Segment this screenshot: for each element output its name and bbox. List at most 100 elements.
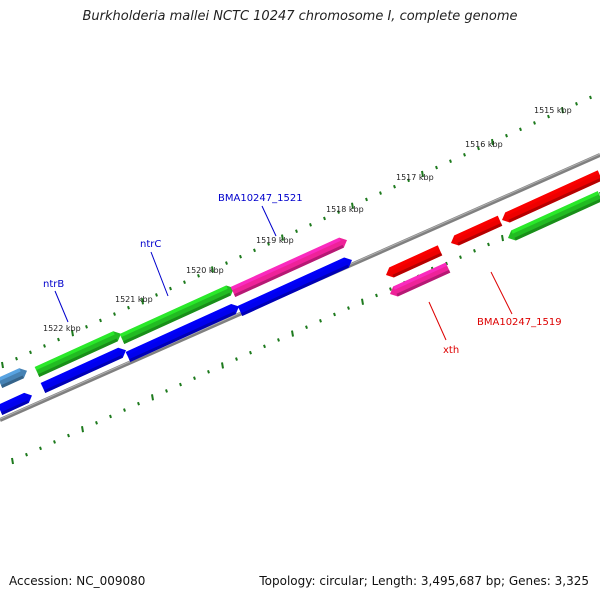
label-leaders: [54, 205, 513, 341]
feature-steelblue-body: [0, 368, 28, 389]
scale-label-1521: 1521 kbp: [115, 295, 153, 304]
feature-blue-left-shine: [0, 392, 26, 409]
feature-blue-3-shine: [237, 257, 346, 310]
feature-blue-3: [237, 257, 352, 317]
feature-blue-left-shade: [1, 400, 29, 416]
outer-tick: [309, 223, 312, 227]
gene-label-ntrb: ntrB: [43, 279, 64, 290]
feature-magenta-xth-shade: [396, 269, 451, 297]
outer-tick: [113, 312, 116, 316]
inner-tick: [445, 261, 448, 266]
feature-magenta-bma10247-1521: [230, 237, 348, 298]
feature-blue-left: [0, 392, 32, 416]
outer-tick: [407, 178, 410, 183]
scale-label-1516: 1516 kbp: [465, 140, 503, 149]
feature-green-ntrb-shade: [38, 338, 118, 378]
inner-tick: [319, 319, 322, 323]
outer-tick: [155, 293, 158, 297]
inner-tick: [501, 234, 504, 242]
genome-title: Burkholderia mallei NCTC 10247 chromosom…: [82, 9, 518, 24]
feature-magenta-bma10247-1521-shine: [230, 237, 341, 291]
feature-blue-2-shine: [125, 303, 233, 356]
inner-tick: [473, 248, 476, 253]
feature-magenta-bma10247-1521-shade: [234, 244, 344, 298]
feature-green-ntrc-shade: [123, 292, 231, 345]
outer-tick: [421, 170, 424, 178]
scale-label-1515: 1515 kbp: [534, 106, 572, 115]
gene-label-bma10247-1521: BMA10247_1521: [218, 193, 303, 204]
inner-tick: [207, 370, 210, 374]
feature-blue-3-shade: [241, 264, 349, 317]
inner-tick: [221, 362, 224, 369]
outer-tick: [57, 337, 60, 342]
outer-tick: [435, 165, 438, 170]
feature-blue-2-shade: [129, 311, 236, 363]
outer-scale-ticks: [1, 95, 592, 369]
feature-red-2: [451, 215, 503, 246]
outer-tick: [575, 102, 578, 106]
outer-tick: [547, 114, 550, 119]
gene-label-xth: xth: [443, 345, 459, 356]
feature-magenta-xth-shine: [393, 262, 448, 290]
leader-xth: [428, 301, 447, 341]
feature-red-bma10247-1519-shade: [508, 177, 600, 223]
outer-tick: [491, 138, 494, 146]
feature-blue-1-shine: [40, 347, 120, 387]
outer-tick: [211, 266, 214, 273]
inner-tick: [305, 325, 308, 330]
inner-tick: [39, 446, 42, 451]
inner-tick: [95, 420, 98, 425]
outer-tick: [365, 197, 368, 202]
outer-tick: [29, 350, 32, 355]
outer-tick: [183, 280, 186, 285]
feature-green-ntrb: [34, 331, 121, 378]
gene-label-ntrc: ntrC: [140, 239, 161, 250]
feature-green-ntrb-shine: [34, 331, 115, 371]
inner-tick: [361, 298, 364, 305]
feature-blue-1-shade: [44, 354, 123, 394]
feature-red-bma10247-1519: [502, 170, 600, 223]
inner-tick: [263, 344, 266, 349]
feature-red-1: [386, 245, 443, 278]
feature-green-ntrc-body: [119, 285, 234, 345]
feature-magenta-xth: [390, 262, 451, 297]
outer-tick: [393, 184, 396, 189]
outer-tick: [589, 95, 592, 100]
feature-green-ntrb-body: [34, 331, 121, 378]
outer-tick: [323, 216, 326, 221]
outer-tick: [337, 210, 340, 214]
feature-green-ntrc: [119, 285, 234, 345]
feature-steelblue-shade: [1, 375, 24, 389]
inner-tick: [123, 408, 126, 412]
inner-tick: [487, 242, 490, 247]
outer-tick: [519, 127, 522, 132]
inner-tick: [249, 350, 252, 355]
inner-tick: [333, 312, 336, 317]
accession-text: Accession: NC_009080: [9, 574, 146, 588]
feature-steelblue-shine: [0, 368, 21, 382]
outer-tick: [239, 254, 242, 259]
outer-tick: [1, 361, 4, 369]
inner-tick: [291, 330, 294, 337]
feature-magenta-bma10247-1521-body: [230, 237, 348, 298]
genome-stats-text: Topology: circular; Length: 3,495,687 bp…: [259, 574, 589, 588]
feature-green-right: [508, 191, 600, 241]
leader-ntrc: [150, 251, 169, 297]
outer-tick: [281, 234, 284, 241]
inner-tick: [109, 414, 112, 419]
feature-green-ntrc-shine: [119, 285, 228, 338]
outer-tick: [561, 107, 564, 114]
feature-red-2-shine: [454, 215, 500, 239]
outer-tick: [505, 133, 508, 138]
feature-blue-1: [40, 347, 127, 394]
feature-steelblue: [0, 368, 28, 389]
outer-tick: [15, 356, 18, 361]
feature-blue-2: [125, 303, 240, 363]
feature-blue-1-body: [40, 347, 127, 394]
feature-blue-2-body: [125, 303, 240, 363]
inner-tick: [347, 306, 350, 310]
outer-tick: [253, 248, 256, 253]
inner-tick: [193, 376, 196, 381]
feature-red-bma10247-1519-shine: [505, 170, 600, 216]
